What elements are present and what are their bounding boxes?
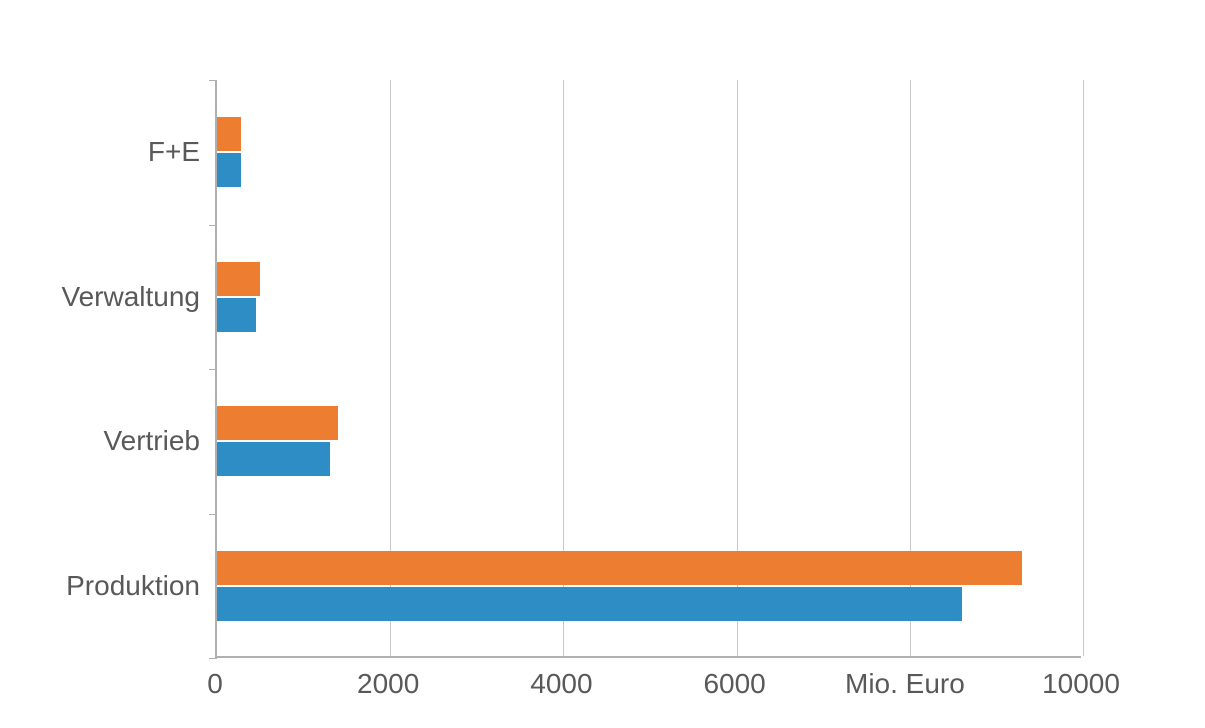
- y-tick-mark: [209, 658, 217, 659]
- bar-series2: [217, 587, 962, 621]
- y-tick-mark: [209, 514, 217, 515]
- gridline: [1083, 80, 1084, 656]
- bar-series1: [217, 406, 338, 440]
- x-tick-label: 10000: [1042, 668, 1120, 700]
- bar-series2: [217, 442, 330, 476]
- y-tick-mark: [209, 225, 217, 226]
- bar-series2: [217, 153, 241, 187]
- x-tick-label: 2000: [357, 668, 419, 700]
- plot-area: [215, 80, 1081, 658]
- bar-series1: [217, 262, 260, 296]
- x-tick-label: 0: [207, 668, 223, 700]
- y-tick-mark: [209, 369, 217, 370]
- x-tick-label: 4000: [530, 668, 592, 700]
- y-tick-label: Verwaltung: [10, 281, 200, 313]
- bar-series1: [217, 117, 241, 151]
- x-tick-label: 6000: [703, 668, 765, 700]
- x-axis-title: Mio. Euro: [845, 668, 965, 700]
- y-tick-label: Produktion: [10, 570, 200, 602]
- bar-series1: [217, 551, 1022, 585]
- y-tick-label: F+E: [10, 136, 200, 168]
- y-tick-label: Vertrieb: [10, 425, 200, 457]
- y-tick-mark: [209, 80, 217, 81]
- bar-series2: [217, 298, 256, 332]
- bar-chart: F+E Verwaltung Vertrieb Produktion 0 200…: [0, 0, 1205, 728]
